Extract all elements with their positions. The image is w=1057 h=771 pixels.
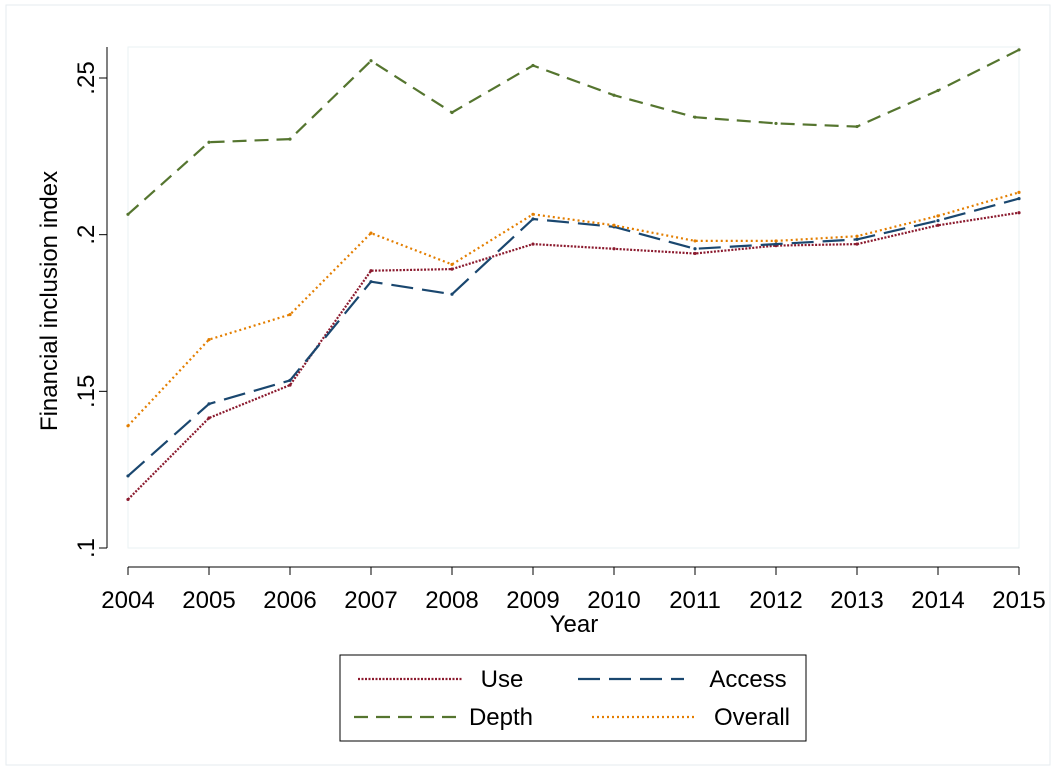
data-point-access	[1017, 197, 1021, 201]
series-line-access	[127, 197, 1020, 477]
y-tick-label: .2	[73, 225, 100, 245]
y-tick-label: .1	[73, 538, 100, 558]
data-point-overall	[126, 424, 130, 428]
x-tick-label: 2005	[182, 587, 235, 614]
data-point-depth	[207, 140, 211, 144]
data-point-access	[774, 242, 778, 246]
legend-label-use: Use	[481, 666, 524, 693]
data-point-use	[1017, 211, 1021, 215]
data-point-depth	[774, 121, 778, 126]
x-axis-title: Year	[550, 611, 599, 638]
data-point-overall	[612, 223, 616, 227]
y-axis: .1 .15 .2 .25	[73, 47, 108, 558]
data-point-use	[207, 416, 211, 420]
x-tick-label: 2014	[911, 587, 964, 614]
data-point-depth	[126, 212, 130, 216]
series-line-depth	[127, 48, 1020, 216]
data-point-use	[531, 242, 535, 246]
plot-region	[127, 46, 1020, 549]
data-point-overall	[369, 231, 373, 235]
data-point-access	[693, 247, 697, 251]
data-point-use	[693, 251, 697, 256]
x-axis: 2004 2005 2006 2007 2008 2009 2010 2011 2012 2013…	[101, 566, 1046, 614]
x-tick-label: 2015	[992, 587, 1045, 614]
legend-label-access: Access	[709, 666, 786, 693]
data-point-depth	[1017, 48, 1021, 52]
series-line-overall	[127, 191, 1020, 427]
data-point-use	[126, 497, 130, 502]
x-tick-label: 2012	[749, 587, 802, 614]
x-tick-label: 2006	[263, 587, 316, 614]
data-point-overall	[288, 312, 292, 317]
data-point-depth	[450, 110, 454, 115]
y-tick-label: .15	[73, 375, 100, 408]
data-point-overall	[1017, 190, 1021, 194]
legend: Use Access Depth Overall	[339, 654, 807, 742]
y-axis-title: Financial inclusion index	[36, 171, 63, 431]
series-layer	[126, 48, 1021, 502]
data-point-use	[288, 383, 292, 387]
data-point-overall	[774, 239, 778, 243]
data-point-use	[936, 223, 940, 227]
x-tick-label: 2007	[344, 587, 397, 614]
y-tick-label: .25	[73, 61, 100, 94]
data-point-use	[450, 267, 454, 271]
data-point-depth	[936, 88, 940, 93]
data-point-overall	[531, 212, 535, 216]
series-use	[126, 211, 1021, 502]
legend-label-depth: Depth	[469, 704, 533, 731]
x-tick-label: 2009	[506, 587, 559, 614]
data-point-access	[531, 217, 535, 221]
x-tick-label: 2010	[587, 587, 640, 614]
data-point-depth	[855, 124, 859, 129]
series-depth	[126, 48, 1021, 216]
data-point-use	[369, 269, 373, 273]
data-point-access	[936, 218, 940, 223]
data-point-overall	[693, 239, 697, 243]
data-point-depth	[612, 93, 616, 97]
data-point-depth	[369, 59, 373, 63]
data-point-overall	[207, 338, 211, 342]
data-point-access	[369, 280, 373, 284]
series-overall	[126, 190, 1021, 428]
legend-box	[339, 654, 807, 742]
x-tick-label: 2004	[101, 587, 154, 614]
data-point-overall	[936, 214, 940, 218]
legend-label-overall: Overall	[714, 704, 790, 731]
data-point-use	[612, 247, 616, 251]
data-point-access	[207, 402, 211, 406]
data-point-access	[855, 237, 859, 241]
data-point-overall	[855, 234, 859, 238]
data-point-access	[288, 378, 292, 382]
data-point-depth	[693, 115, 697, 119]
x-tick-label: 2013	[830, 587, 883, 614]
data-point-depth	[531, 63, 535, 68]
data-point-use	[855, 242, 859, 246]
data-point-access	[450, 292, 454, 296]
data-point-access	[126, 474, 130, 478]
data-point-overall	[450, 262, 454, 267]
data-point-depth	[288, 137, 292, 141]
x-tick-label: 2008	[425, 587, 478, 614]
x-tick-label: 2011	[669, 587, 721, 614]
